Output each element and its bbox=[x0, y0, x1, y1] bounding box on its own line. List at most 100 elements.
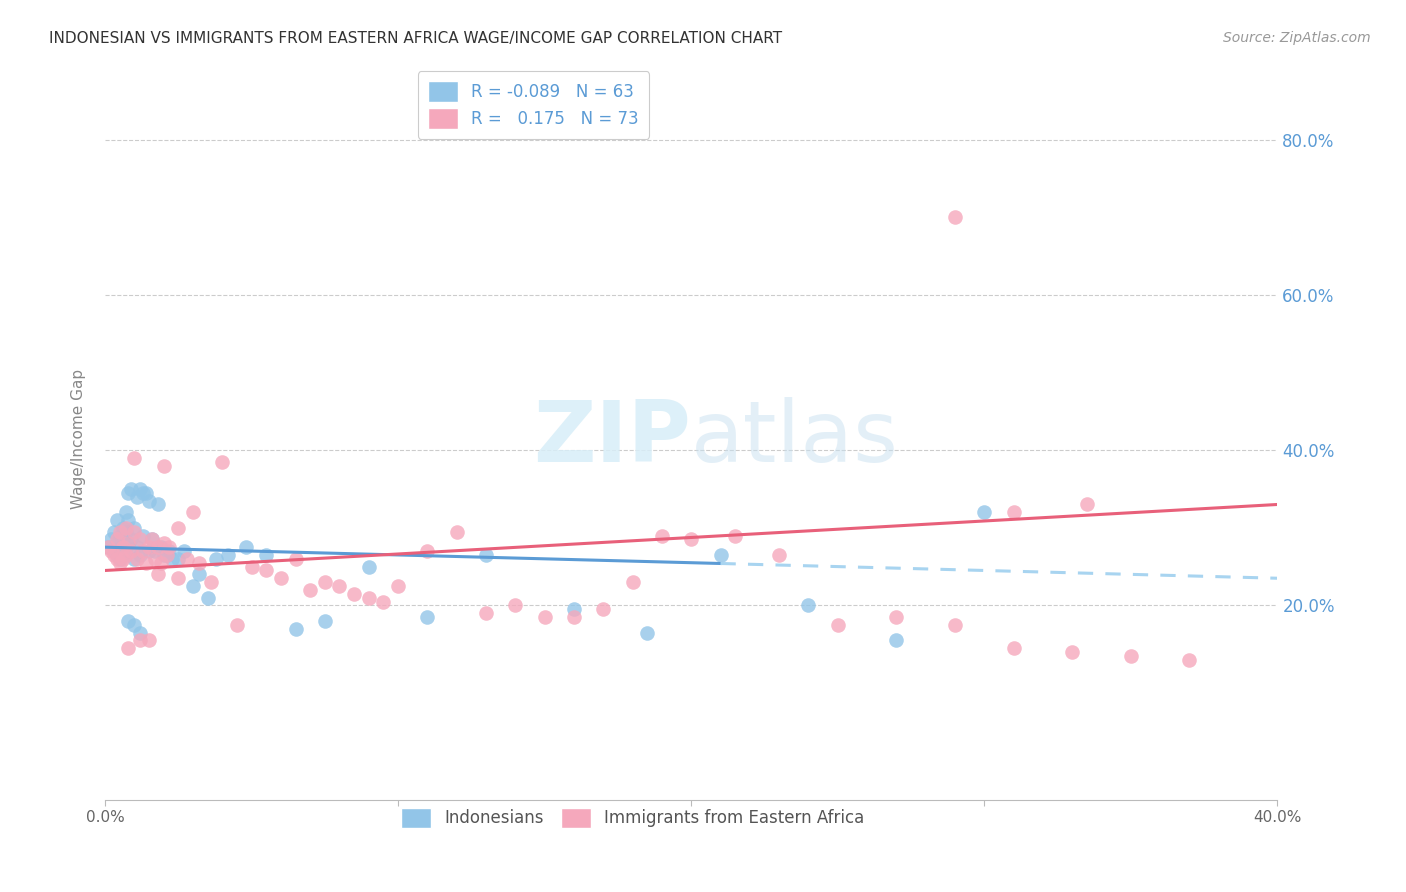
Point bbox=[120, 482, 142, 496]
Point bbox=[167, 551, 190, 566]
Point bbox=[124, 524, 146, 539]
Point bbox=[111, 548, 134, 562]
Point bbox=[373, 594, 395, 608]
Point bbox=[886, 610, 908, 624]
Point bbox=[176, 551, 198, 566]
Point bbox=[120, 544, 142, 558]
Text: INDONESIAN VS IMMIGRANTS FROM EASTERN AFRICA WAGE/INCOME GAP CORRELATION CHART: INDONESIAN VS IMMIGRANTS FROM EASTERN AF… bbox=[49, 31, 782, 46]
Point bbox=[108, 540, 131, 554]
Point bbox=[127, 551, 149, 566]
Point bbox=[621, 575, 644, 590]
Point bbox=[108, 524, 131, 539]
Point bbox=[681, 533, 703, 547]
Point bbox=[105, 548, 128, 562]
Point bbox=[314, 575, 336, 590]
Point bbox=[505, 599, 527, 613]
Point bbox=[108, 551, 131, 566]
Point bbox=[138, 544, 160, 558]
Point bbox=[416, 610, 439, 624]
Point bbox=[197, 591, 219, 605]
Point bbox=[475, 606, 498, 620]
Point bbox=[124, 551, 146, 566]
Point bbox=[724, 528, 747, 542]
Point bbox=[343, 587, 366, 601]
Point bbox=[592, 602, 614, 616]
Point bbox=[943, 210, 966, 224]
Point bbox=[138, 493, 160, 508]
Point bbox=[187, 567, 209, 582]
Point bbox=[1002, 641, 1025, 656]
Point bbox=[299, 582, 322, 597]
Point bbox=[111, 551, 134, 566]
Text: ZIP: ZIP bbox=[533, 397, 692, 480]
Point bbox=[124, 617, 146, 632]
Point bbox=[146, 540, 169, 554]
Point bbox=[105, 551, 128, 566]
Point bbox=[97, 540, 120, 554]
Point bbox=[159, 540, 181, 554]
Point bbox=[114, 548, 136, 562]
Point bbox=[240, 559, 263, 574]
Point bbox=[111, 521, 134, 535]
Point bbox=[129, 548, 152, 562]
Point bbox=[181, 505, 204, 519]
Point bbox=[211, 455, 233, 469]
Point bbox=[114, 505, 136, 519]
Point bbox=[768, 548, 790, 562]
Point bbox=[149, 540, 172, 554]
Point bbox=[973, 505, 995, 519]
Point bbox=[155, 548, 177, 562]
Point bbox=[152, 458, 174, 473]
Point bbox=[314, 614, 336, 628]
Point bbox=[797, 599, 820, 613]
Point bbox=[827, 617, 849, 632]
Point bbox=[181, 579, 204, 593]
Point bbox=[162, 551, 184, 566]
Point bbox=[138, 540, 160, 554]
Point bbox=[284, 551, 307, 566]
Point bbox=[159, 544, 181, 558]
Point bbox=[114, 540, 136, 554]
Point bbox=[235, 540, 257, 554]
Point bbox=[1076, 498, 1098, 512]
Point bbox=[117, 486, 139, 500]
Point bbox=[562, 610, 585, 624]
Point bbox=[117, 641, 139, 656]
Point bbox=[105, 536, 128, 550]
Point bbox=[111, 540, 134, 554]
Point bbox=[167, 571, 190, 585]
Point bbox=[1002, 505, 1025, 519]
Point bbox=[357, 559, 380, 574]
Point bbox=[475, 548, 498, 562]
Point bbox=[167, 521, 190, 535]
Legend: Indonesians, Immigrants from Eastern Africa: Indonesians, Immigrants from Eastern Afr… bbox=[394, 801, 870, 835]
Point bbox=[357, 591, 380, 605]
Point bbox=[105, 513, 128, 527]
Point bbox=[127, 490, 149, 504]
Point bbox=[387, 579, 409, 593]
Point bbox=[114, 524, 136, 539]
Point bbox=[97, 540, 120, 554]
Point bbox=[446, 524, 468, 539]
Point bbox=[108, 528, 131, 542]
Point bbox=[225, 617, 247, 632]
Point bbox=[562, 602, 585, 616]
Point bbox=[105, 533, 128, 547]
Point bbox=[651, 528, 673, 542]
Point bbox=[111, 533, 134, 547]
Point bbox=[117, 536, 139, 550]
Point bbox=[149, 556, 172, 570]
Point bbox=[124, 521, 146, 535]
Point bbox=[146, 498, 169, 512]
Point bbox=[117, 614, 139, 628]
Point bbox=[155, 548, 177, 562]
Point bbox=[124, 450, 146, 465]
Point bbox=[254, 564, 277, 578]
Point bbox=[187, 556, 209, 570]
Point bbox=[284, 622, 307, 636]
Point bbox=[200, 575, 222, 590]
Point bbox=[1062, 645, 1084, 659]
Point bbox=[152, 536, 174, 550]
Point bbox=[103, 544, 125, 558]
Point bbox=[217, 548, 239, 562]
